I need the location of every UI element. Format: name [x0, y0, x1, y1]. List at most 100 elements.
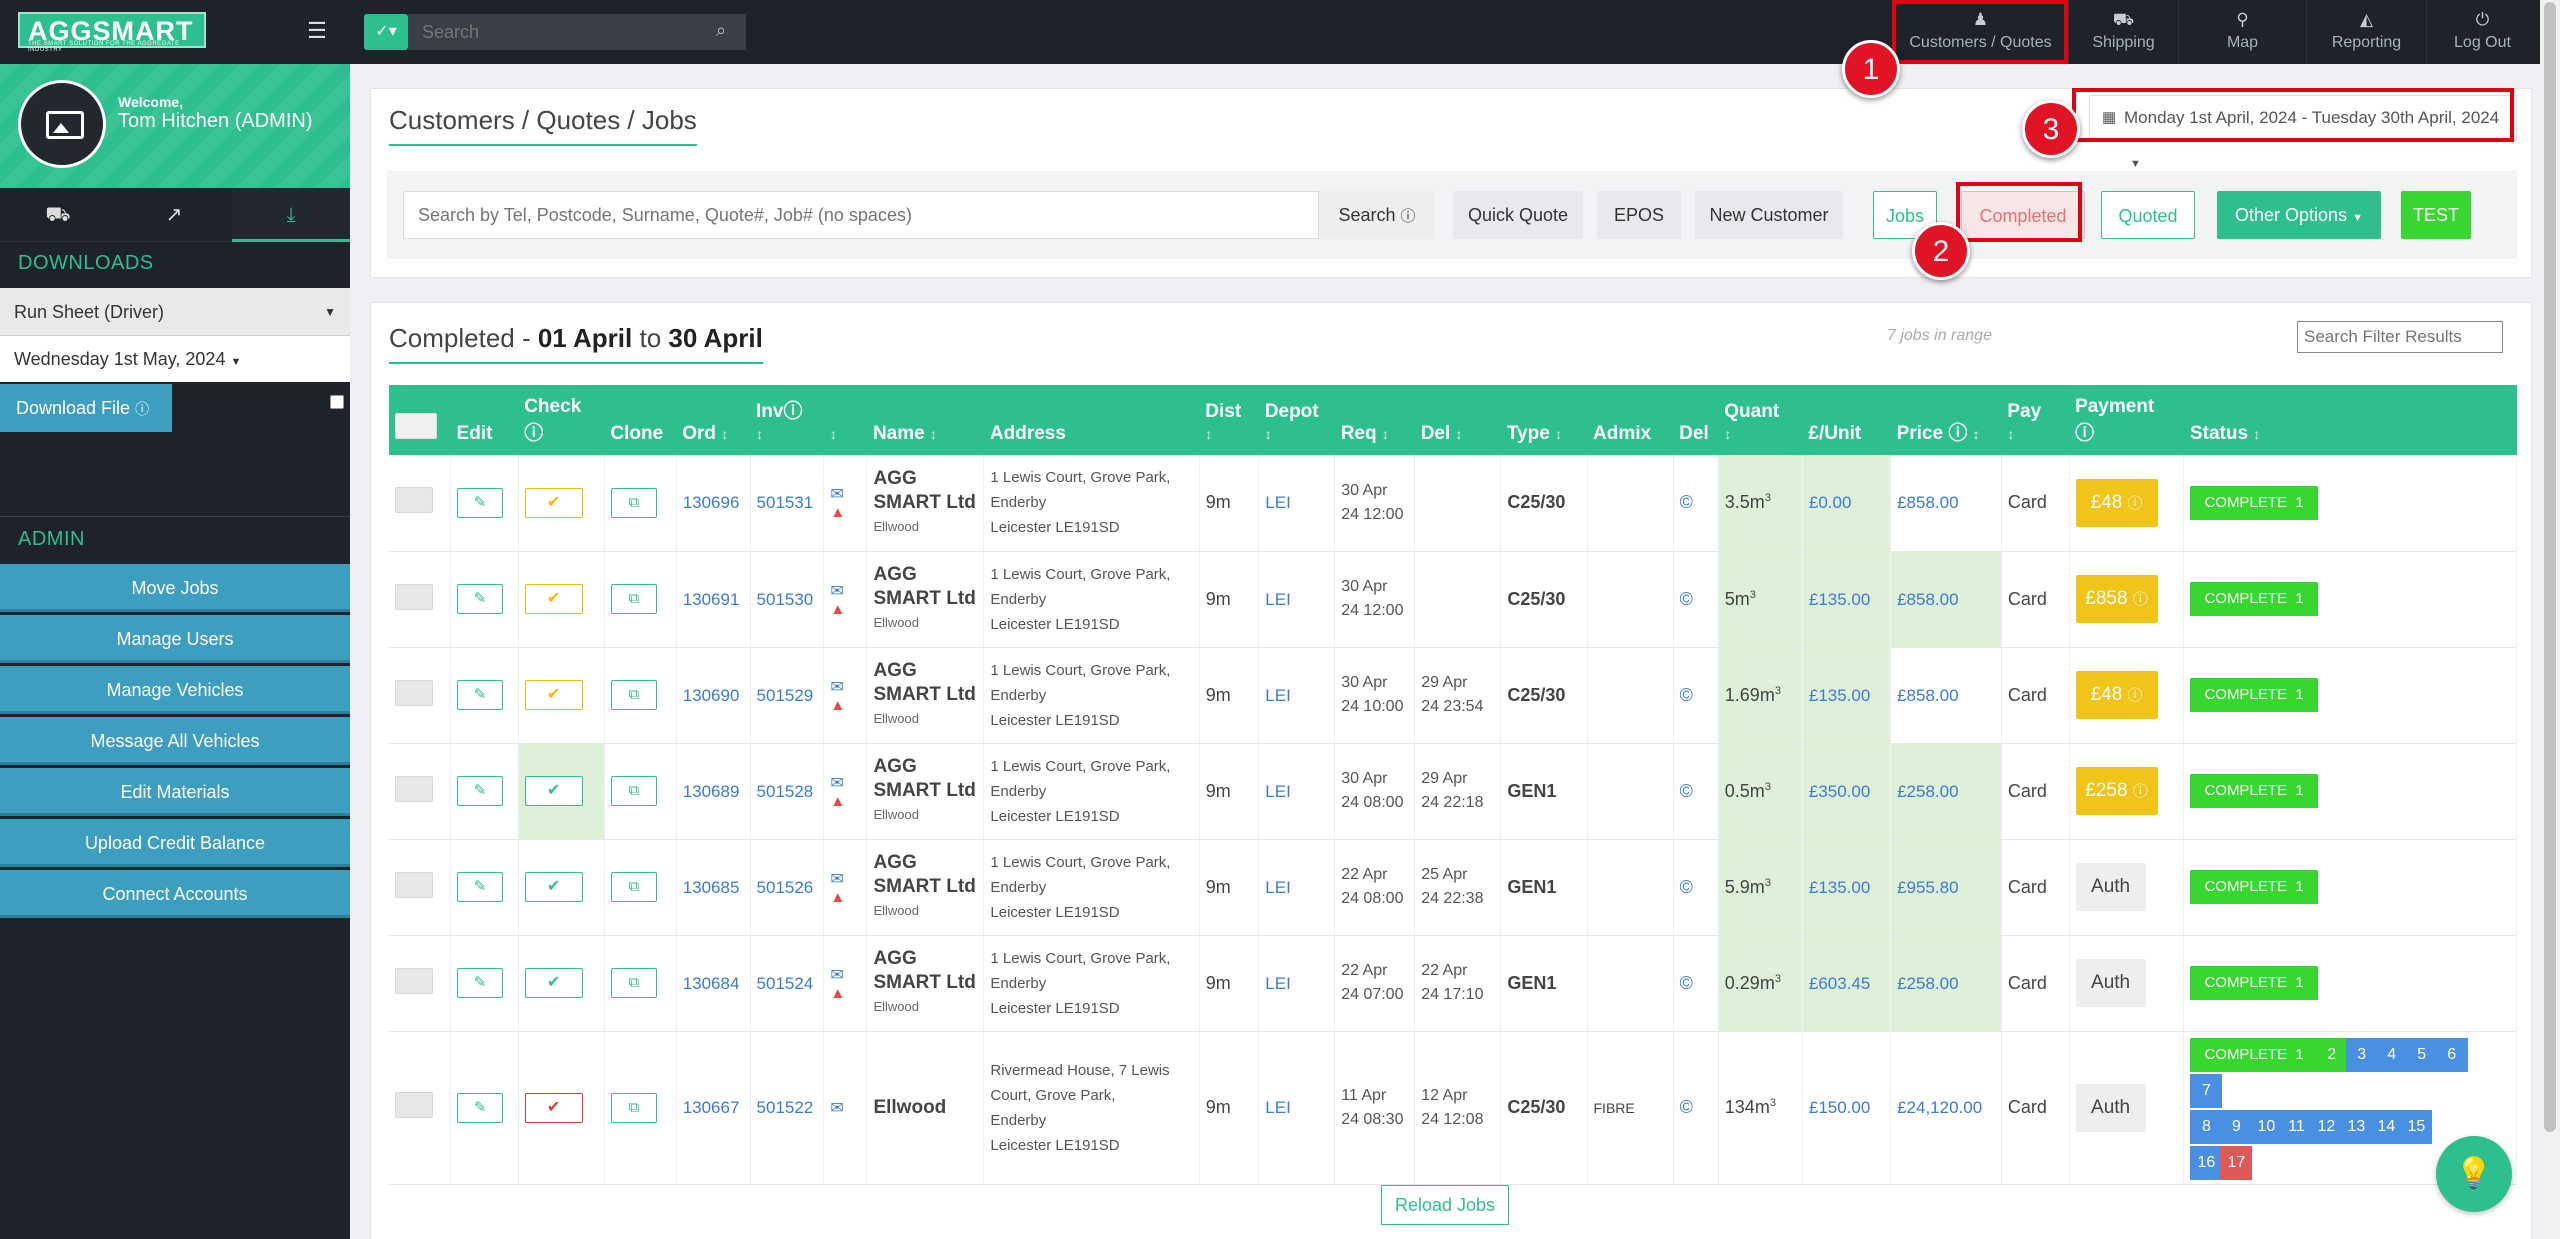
- customer-name[interactable]: AGG SMART Ltd Ellwood: [873, 947, 977, 1019]
- status-step-chip[interactable]: 16: [2190, 1145, 2223, 1180]
- customer-name[interactable]: AGG SMART Ltd Ellwood: [873, 659, 977, 731]
- status-complete-badge[interactable]: COMPLETE 1: [2190, 870, 2318, 904]
- download-date-select[interactable]: Wednesday 1st May, 2024 ▼: [0, 336, 350, 382]
- sort-icon[interactable]: ↕: [1972, 426, 1980, 442]
- clone-button[interactable]: ⧉: [610, 1092, 657, 1123]
- table-row[interactable]: ✎ ✔ ⧉ 130685 501526 ✉ ▲ AGG SMART Ltd Ellwood 1 L…: [389, 839, 2517, 936]
- customer-name[interactable]: Ellwood: [873, 1096, 977, 1120]
- check-button[interactable]: ✔: [524, 776, 583, 806]
- edit-button[interactable]: ✎: [457, 680, 504, 710]
- status-step-chip[interactable]: 15: [2400, 1109, 2433, 1144]
- row-select-checkbox[interactable]: [395, 1092, 433, 1118]
- header-ord[interactable]: Ord ↕: [676, 385, 751, 455]
- clone-button[interactable]: ⧉: [610, 487, 657, 518]
- invoice-link[interactable]: 501528: [756, 781, 814, 801]
- clone-button[interactable]: ⧉: [610, 968, 657, 998]
- download-file-button[interactable]: Download File ⓘ: [0, 384, 172, 432]
- customer-name[interactable]: AGG SMART Ltd Ellwood: [873, 755, 977, 827]
- help-lightbulb-button[interactable]: 💡: [2436, 1136, 2512, 1212]
- sort-icon[interactable]: ↕: [1724, 426, 1732, 442]
- invoice-link[interactable]: 501530: [756, 589, 814, 609]
- unit-price-link[interactable]: £0.00: [1808, 493, 1852, 513]
- new-customer-button[interactable]: New Customer: [1695, 191, 1843, 239]
- runsheet-select[interactable]: Run Sheet (Driver) ▼: [0, 288, 350, 336]
- delivery-symbol-icon[interactable]: ©: [1679, 492, 1693, 513]
- order-link[interactable]: 130691: [682, 589, 740, 609]
- header-pay[interactable]: Pay ↕: [2001, 385, 2070, 455]
- edit-button[interactable]: ✎: [457, 487, 504, 518]
- test-button[interactable]: TEST: [2401, 191, 2471, 239]
- edit-button[interactable]: ✎: [457, 968, 504, 998]
- tab-truck[interactable]: ⛟: [0, 188, 116, 242]
- unit-price-link[interactable]: £135.00: [1808, 685, 1871, 705]
- status-step-chip[interactable]: 4: [2375, 1037, 2408, 1072]
- filter-results-input[interactable]: [2297, 321, 2503, 353]
- sort-icon[interactable]: ↕: [2253, 426, 2261, 442]
- order-link[interactable]: 130690: [682, 685, 740, 705]
- download-checkbox[interactable]: [330, 395, 344, 409]
- header-type[interactable]: Type ↕: [1500, 385, 1587, 455]
- depot-link[interactable]: LEI: [1265, 877, 1291, 897]
- edit-button[interactable]: ✎: [457, 1092, 504, 1123]
- quick-quote-button[interactable]: Quick Quote: [1453, 191, 1583, 239]
- envelope-icon[interactable]: ✉: [830, 678, 844, 696]
- connect-accounts-button[interactable]: Connect Accounts: [0, 870, 350, 918]
- unit-price-link[interactable]: £350.00: [1808, 781, 1871, 801]
- row-select-checkbox[interactable]: [395, 487, 433, 514]
- price-link[interactable]: £858.00: [1897, 685, 1959, 705]
- customer-name[interactable]: AGG SMART Ltd Ellwood: [873, 851, 977, 923]
- quoted-button[interactable]: Quoted: [2101, 191, 2195, 239]
- check-button[interactable]: ✔: [524, 872, 583, 902]
- top-search-input[interactable]: [408, 14, 746, 50]
- unit-price-link[interactable]: £603.45: [1808, 973, 1871, 993]
- payment-auth-badge[interactable]: Auth: [2075, 1083, 2146, 1132]
- row-select-checkbox[interactable]: [395, 967, 433, 994]
- invoice-link[interactable]: 501522: [756, 1098, 814, 1117]
- payment-amount-badge[interactable]: £858 ⓘ: [2075, 575, 2158, 623]
- status-step-chip[interactable]: 11: [2280, 1109, 2313, 1144]
- search-icon[interactable]: ⌕: [716, 20, 727, 40]
- unit-price-link[interactable]: £135.00: [1808, 589, 1871, 609]
- payment-amount-badge[interactable]: £48 ⓘ: [2075, 478, 2158, 527]
- header-dist[interactable]: Dist ↕: [1199, 385, 1259, 455]
- delivery-symbol-icon[interactable]: ©: [1679, 1097, 1693, 1117]
- price-link[interactable]: £258.00: [1897, 781, 1959, 801]
- depot-link[interactable]: LEI: [1265, 589, 1291, 609]
- completed-button[interactable]: Completed: [1961, 191, 2085, 239]
- status-complete-badge[interactable]: COMPLETE 1: [2190, 774, 2318, 808]
- check-button[interactable]: ✔: [524, 487, 583, 518]
- invoice-link[interactable]: 501524: [756, 973, 814, 993]
- header-depot[interactable]: Depot ↕: [1258, 385, 1335, 455]
- clone-button[interactable]: ⧉: [610, 776, 657, 806]
- row-select-checkbox[interactable]: [395, 583, 433, 610]
- nav-shipping[interactable]: ⛟ Shipping: [2068, 0, 2178, 64]
- status-step-chip[interactable]: 3: [2345, 1037, 2378, 1072]
- edit-materials-button[interactable]: Edit Materials: [0, 768, 350, 816]
- order-link[interactable]: 130685: [682, 877, 740, 897]
- order-link[interactable]: 130684: [682, 973, 740, 993]
- invoice-link[interactable]: 501529: [756, 685, 814, 705]
- status-step-chip[interactable]: 6: [2435, 1037, 2468, 1072]
- row-select-checkbox[interactable]: [395, 775, 433, 802]
- envelope-icon[interactable]: ✉: [830, 486, 844, 504]
- table-row[interactable]: ✎ ✔ ⧉ 130690 501529 ✉ ▲ AGG SMART Ltd Ellwood 1 L…: [389, 647, 2517, 744]
- price-link[interactable]: £858.00: [1897, 589, 1959, 609]
- depot-link[interactable]: LEI: [1265, 493, 1291, 513]
- envelope-icon[interactable]: ✉: [830, 1099, 844, 1117]
- delivery-symbol-icon[interactable]: ©: [1679, 972, 1693, 993]
- payment-amount-badge[interactable]: £258 ⓘ: [2075, 767, 2158, 815]
- sort-icon[interactable]: ↕: [1381, 426, 1389, 442]
- status-step-chip[interactable]: 8: [2190, 1109, 2223, 1144]
- header-price[interactable]: Price ⓘ ↕: [1890, 385, 2002, 455]
- price-link[interactable]: £858.00: [1897, 493, 1959, 513]
- check-button[interactable]: ✔: [524, 584, 583, 614]
- other-options-button[interactable]: Other Options ▼: [2217, 191, 2381, 239]
- table-row[interactable]: ✎ ✔ ⧉ 130689 501528 ✉ ▲ AGG SMART Ltd Ellwood 1 L…: [389, 743, 2517, 840]
- edit-button[interactable]: ✎: [457, 872, 504, 902]
- price-link[interactable]: £258.00: [1897, 973, 1959, 993]
- status-complete-badge[interactable]: COMPLETE 1: [2190, 1037, 2318, 1072]
- status-step-chip[interactable]: 5: [2405, 1037, 2438, 1072]
- manage-users-button[interactable]: Manage Users: [0, 615, 350, 663]
- header-quant[interactable]: Quant ↕: [1718, 385, 1803, 455]
- unit-price-link[interactable]: £150.00: [1808, 1098, 1871, 1117]
